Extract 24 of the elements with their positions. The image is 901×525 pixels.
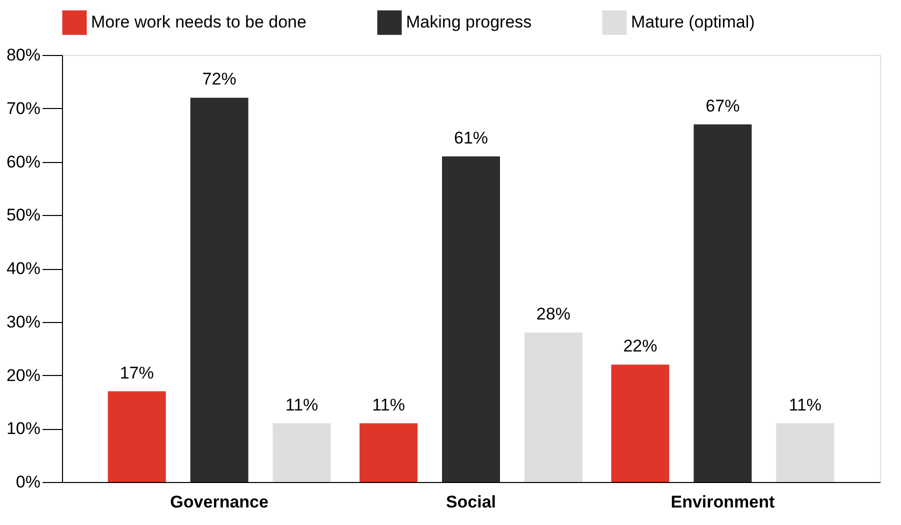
x-tick-label: Environment [670,492,775,512]
y-tick-label: 40% [6,259,40,278]
y-tick-label: 80% [6,46,40,64]
x-tick-label: Social [446,492,496,512]
legend-label: More work needs to be done [91,12,306,32]
legend-label: Mature (optimal) [631,12,755,32]
text: 61% [454,128,488,148]
y-tick-label: 10% [6,419,40,438]
text: 11% [285,395,318,414]
text: 67% [706,96,740,116]
y-tick-label: 0% [16,472,40,492]
text: 22% [623,336,658,356]
text: 28% [536,304,570,324]
text: 72% [202,70,236,89]
text: 11% [788,395,822,414]
y-tick-label: 30% [6,312,40,332]
y-tick-label: 50% [6,206,40,225]
y-tick-label: 60% [6,152,40,172]
legend-label: Making progress [406,12,532,32]
text: 11% [372,395,405,414]
x-tick-label: Governance [170,492,268,512]
y-tick-label: 70% [6,98,40,118]
text: 17% [120,363,154,382]
y-tick-label: 20% [6,366,40,385]
